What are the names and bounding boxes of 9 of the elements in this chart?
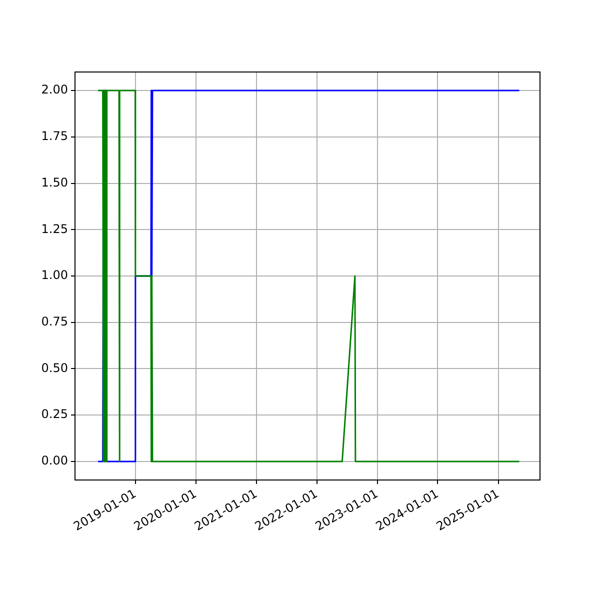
y-tick-label: 0.00 [41, 454, 68, 468]
y-tick-label: 1.50 [41, 175, 68, 190]
y-tick-label: 0.25 [41, 407, 68, 422]
y-tick-label: 1.00 [41, 268, 68, 282]
y-tick-label: 1.75 [41, 129, 68, 144]
y-tick-label: 2.00 [41, 82, 68, 97]
y-tick-label: 0.75 [41, 314, 68, 328]
y-tick-label: 1.25 [41, 222, 68, 236]
y-tick-label: 0.50 [41, 360, 68, 375]
